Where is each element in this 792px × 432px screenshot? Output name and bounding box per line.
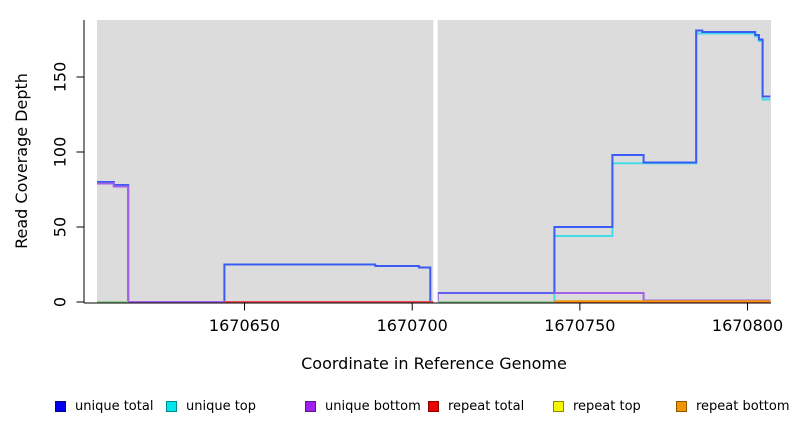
legend-item-unique-total: unique total — [55, 398, 154, 414]
legend-swatch-unique-top — [166, 400, 177, 412]
x-axis-title: Coordinate in Reference Genome — [301, 354, 567, 373]
series-unique-bottom — [97, 182, 434, 303]
legend-swatch-repeat-bottom — [676, 400, 687, 412]
legend-swatch-unique-total — [55, 400, 66, 412]
legend-item-unique-bottom: unique bottom — [305, 398, 421, 414]
legend-label: repeat total — [448, 398, 525, 414]
y-tick-label: 50 — [51, 217, 70, 237]
legend-swatch-repeat-top — [553, 400, 564, 412]
x-tick-label: 1670800 — [712, 316, 783, 335]
legend-label: unique total — [75, 398, 154, 414]
series-unique-total — [97, 181, 434, 303]
legend-swatch-repeat-total — [428, 400, 439, 412]
series-unique-total — [436, 29, 771, 302]
legend-label: unique top — [186, 398, 257, 414]
y-tick-label: 150 — [51, 62, 70, 93]
x-tick-label: 1670750 — [544, 316, 615, 335]
x-tick-label: 1670700 — [377, 316, 448, 335]
y-tick-label: 0 — [51, 297, 70, 307]
y-tick-label: 100 — [51, 137, 70, 168]
legend-item-repeat-bottom: repeat bottom — [676, 398, 790, 414]
y-axis-title: Read Coverage Depth — [12, 73, 31, 249]
legend-label: repeat bottom — [696, 398, 790, 414]
legend: unique total unique top unique bottom repea… — [0, 399, 792, 419]
legend-swatch-unique-bottom — [305, 400, 316, 412]
coverage-gap-group — [433, 20, 438, 303]
x-tick-label: 1670650 — [209, 316, 280, 335]
legend-item-repeat-total: repeat total — [428, 398, 525, 414]
legend-label: repeat top — [573, 398, 641, 414]
legend-item-unique-top: unique top — [166, 398, 257, 414]
axes-group: 0 50 100 150 1670650 1670700 1670750 1670800 — [51, 20, 783, 335]
legend-item-repeat-top: repeat top — [553, 398, 641, 414]
legend-label: unique bottom — [325, 398, 421, 414]
coverage-gap — [433, 20, 438, 303]
series-group — [97, 29, 771, 303]
